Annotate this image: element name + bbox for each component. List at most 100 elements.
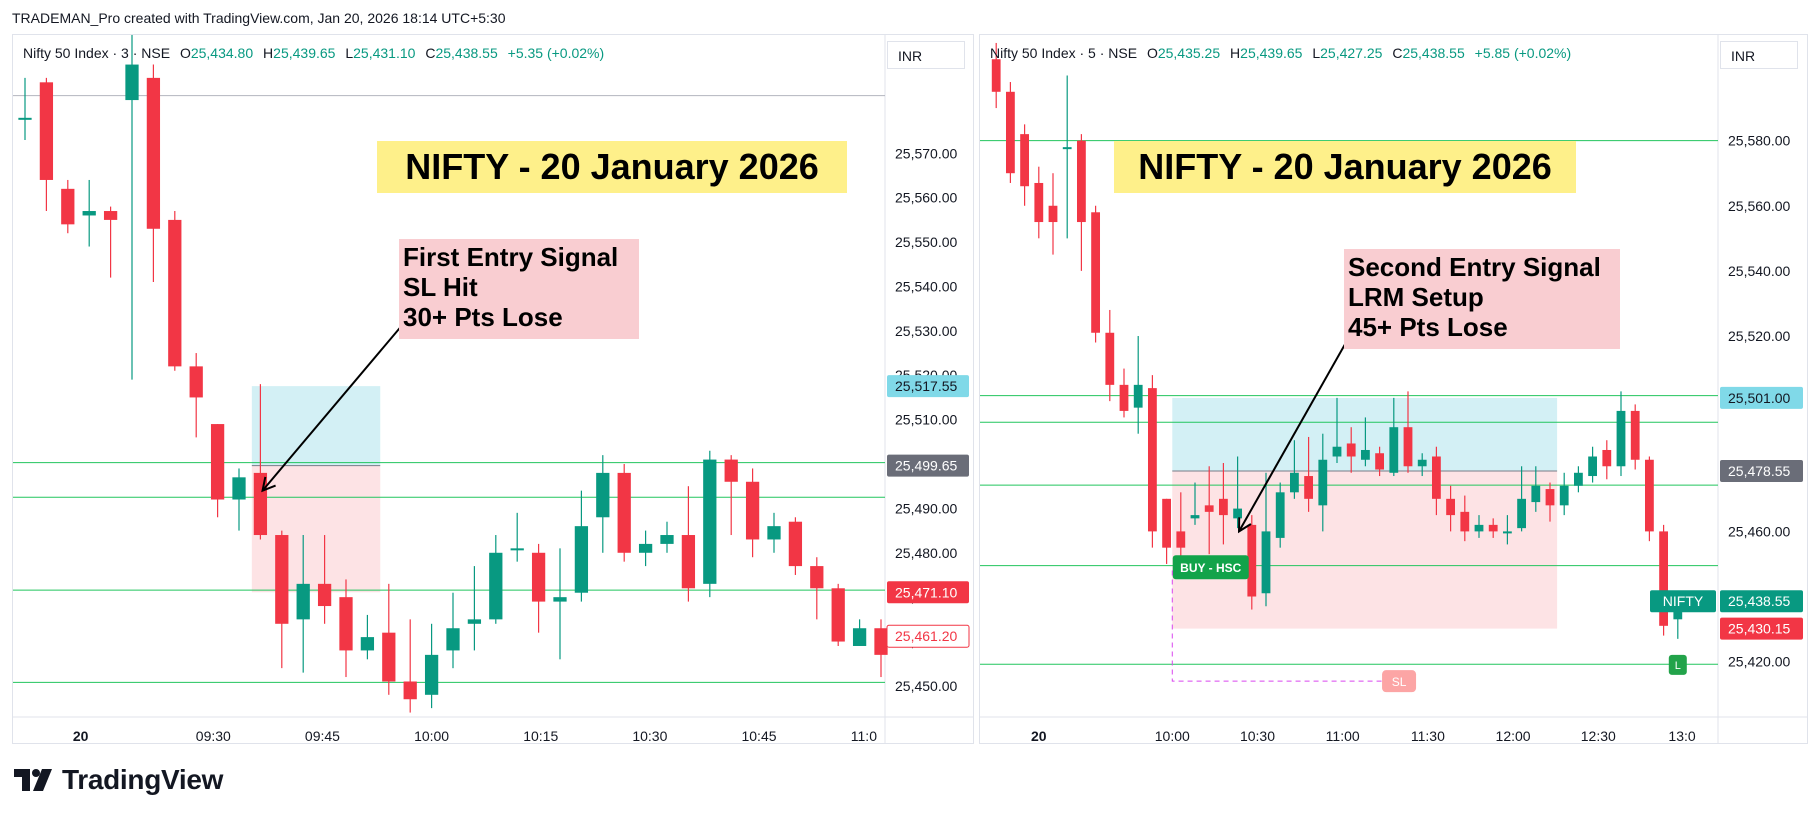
x-tick-label: 10:15 bbox=[523, 728, 558, 743]
candle-body bbox=[1517, 498, 1527, 529]
candle-body bbox=[489, 552, 503, 620]
candle-body bbox=[1005, 91, 1015, 174]
annotation-box bbox=[399, 239, 639, 339]
candle-body bbox=[1289, 472, 1299, 493]
candle-body bbox=[1417, 459, 1427, 467]
candle-body bbox=[1644, 459, 1654, 532]
candle-body bbox=[339, 597, 353, 651]
buy-signal-badge bbox=[1172, 555, 1249, 580]
candle-body bbox=[275, 535, 289, 624]
stop-zone bbox=[251, 465, 381, 593]
last-price-tag-text: 25,430.15 bbox=[1728, 621, 1790, 637]
x-tick-label: 09:30 bbox=[196, 728, 231, 743]
candlestick-chart-5min[interactable]: 25,420.0025,440.0025,460.0025,480.0025,5… bbox=[980, 35, 1807, 743]
candle-body bbox=[1602, 449, 1612, 467]
l-marker-text: L bbox=[1675, 660, 1681, 672]
last-price-tag-text: 25,438.55 bbox=[1728, 593, 1790, 609]
chart-title: NIFTY - 20 January 2026 bbox=[405, 146, 819, 187]
candle-body bbox=[1616, 410, 1626, 467]
candle-body bbox=[1332, 446, 1342, 457]
chart-attribution: TRADEMAN_Pro created with TradingView.co… bbox=[12, 10, 506, 26]
high-label: H bbox=[1230, 45, 1241, 61]
chart-panel-left[interactable]: 25,450.0025,460.0025,470.0025,480.0025,4… bbox=[12, 34, 974, 744]
target-zone bbox=[1172, 397, 1558, 471]
stop-loss-dashed-line bbox=[1171, 570, 1383, 682]
currency-selector[interactable]: INR bbox=[887, 41, 965, 69]
open-value: 25,435.25 bbox=[1157, 45, 1221, 61]
chart-panel-right[interactable]: 25,420.0025,440.0025,460.0025,480.0025,5… bbox=[979, 34, 1808, 744]
low-value: 25,431.10 bbox=[353, 45, 416, 61]
close-value: 25,438.55 bbox=[435, 45, 498, 61]
candle-body bbox=[1176, 531, 1186, 548]
y-tick-label: 25,420.00 bbox=[1728, 654, 1790, 670]
entry-price-tag-text: 25,499.65 bbox=[895, 458, 957, 474]
chart-title-box bbox=[377, 141, 847, 193]
close-label: C bbox=[1392, 45, 1403, 61]
entry-price-tag-text: 25,478.55 bbox=[1728, 463, 1790, 479]
candle-body bbox=[467, 619, 482, 624]
sl-badge bbox=[1382, 670, 1417, 693]
candle-body bbox=[1573, 472, 1583, 486]
candle-body bbox=[1034, 182, 1044, 223]
candle-body bbox=[1048, 205, 1058, 223]
target-price-tag bbox=[887, 375, 969, 398]
candle-body bbox=[1375, 453, 1385, 470]
candle-body bbox=[703, 459, 717, 584]
x-tick-label: 13:0 bbox=[1668, 728, 1695, 743]
candle-body bbox=[991, 59, 1001, 92]
candle-body bbox=[1630, 410, 1640, 460]
open-value: 25,434.80 bbox=[190, 45, 254, 61]
annotation-arrowhead bbox=[261, 476, 276, 493]
candle-body bbox=[1318, 459, 1328, 506]
annotation-line: 45+ Pts Lose bbox=[1348, 312, 1508, 342]
candle-body bbox=[1204, 505, 1214, 512]
candle-body bbox=[1062, 147, 1072, 150]
y-tick-label: 25,480.00 bbox=[895, 545, 957, 561]
candle-body bbox=[617, 472, 631, 553]
candle-body bbox=[125, 64, 139, 101]
candle-body bbox=[103, 211, 118, 220]
candle-body bbox=[1488, 524, 1498, 532]
candlestick-chart-3min[interactable]: 25,450.0025,460.0025,470.0025,480.0025,4… bbox=[13, 35, 973, 743]
candle-body bbox=[1446, 498, 1456, 516]
candle-body bbox=[1119, 384, 1129, 411]
candle-body bbox=[1389, 427, 1399, 473]
candle-body bbox=[1431, 456, 1441, 499]
tradingview-logo-icon bbox=[14, 769, 52, 791]
candle-body bbox=[1360, 449, 1370, 460]
candle-body bbox=[1233, 508, 1243, 519]
candle-body bbox=[1559, 485, 1569, 506]
last-price-tag bbox=[1720, 617, 1803, 640]
candle-body bbox=[831, 588, 845, 642]
symbol-tag bbox=[1650, 590, 1716, 613]
y-tick-label: 25,450.00 bbox=[895, 678, 957, 694]
candle-body bbox=[788, 521, 803, 567]
candle-body bbox=[1133, 384, 1143, 408]
last-price-tag bbox=[1720, 590, 1803, 613]
entry-price-tag bbox=[1720, 459, 1803, 482]
target-price-tag-text: 25,501.00 bbox=[1728, 390, 1790, 406]
currency-selector[interactable]: INR bbox=[1720, 41, 1798, 69]
candle-body bbox=[810, 566, 824, 589]
candle-body bbox=[1531, 485, 1541, 503]
candle-body bbox=[82, 211, 96, 216]
candle-body bbox=[1020, 134, 1030, 187]
candle-body bbox=[1076, 140, 1086, 223]
high-label: H bbox=[263, 45, 274, 61]
symbol-label: Nifty 50 Index · 3 · NSE bbox=[23, 45, 171, 61]
target-price-tag-text: 25,517.55 bbox=[895, 378, 957, 394]
symbol-tag-text: NIFTY bbox=[1663, 593, 1704, 609]
price-tag-outline bbox=[886, 624, 970, 648]
chart-title-box bbox=[1114, 141, 1576, 193]
annotation-line: LRM Setup bbox=[1348, 282, 1484, 312]
x-tick-label: 10:30 bbox=[632, 728, 667, 743]
price-tag-outline-text: 25,461.20 bbox=[895, 628, 957, 644]
y-tick-label: 25,540.00 bbox=[895, 278, 957, 294]
l-marker bbox=[1668, 654, 1687, 675]
candle-body bbox=[317, 583, 332, 607]
y-tick-label: 25,490.00 bbox=[895, 500, 957, 516]
close-value: 25,438.55 bbox=[1402, 45, 1465, 61]
y-tick-label: 25,510.00 bbox=[895, 412, 957, 428]
candle-body bbox=[1659, 531, 1669, 626]
x-tick-label: 10:45 bbox=[741, 728, 776, 743]
